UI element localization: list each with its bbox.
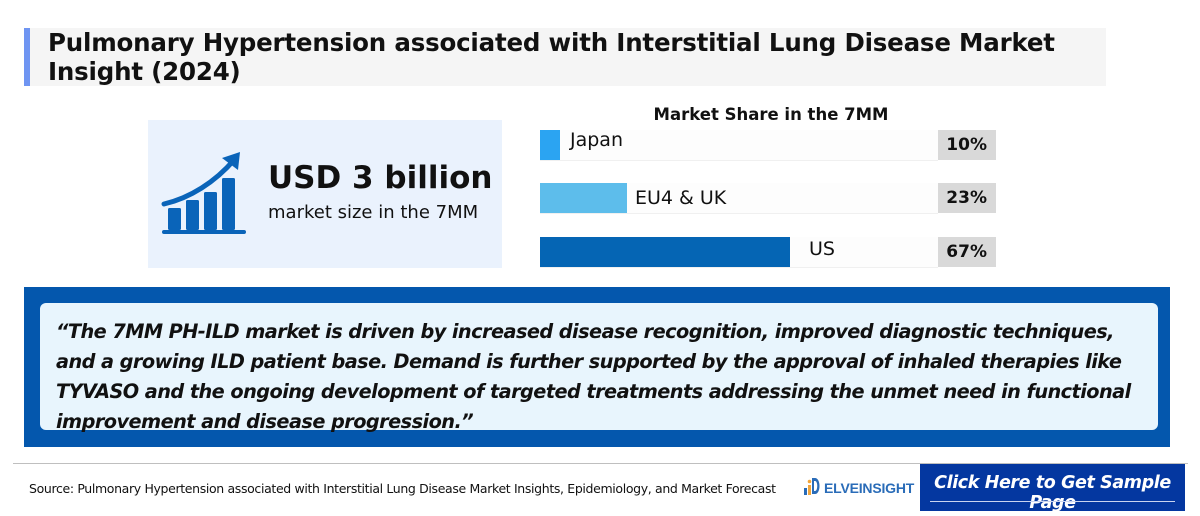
share-row-japan: Japan 10% <box>540 129 996 161</box>
logo-mark-icon <box>804 478 820 495</box>
footer-divider <box>13 463 1188 464</box>
page-title: Pulmonary Hypertension associated with I… <box>48 28 1055 86</box>
share-row-eu4-uk: EU4 & UK 23% <box>540 183 996 214</box>
share-track <box>540 130 938 161</box>
share-percent: 23% <box>938 183 996 213</box>
title-band: Pulmonary Hypertension associated with I… <box>24 28 1106 86</box>
share-bar-japan <box>540 130 560 160</box>
share-label: US <box>809 238 835 260</box>
get-sample-page-button[interactable]: Click Here to Get Sample Page <box>920 464 1185 513</box>
share-percent: 10% <box>938 130 996 160</box>
market-size-value: USD 3 billion <box>268 160 493 196</box>
share-bar-us <box>540 237 790 267</box>
market-size-label: market size in the 7MM <box>268 202 479 223</box>
share-bar-eu4-uk <box>540 183 627 213</box>
cta-label: Click Here to Get Sample Page <box>934 473 1171 513</box>
share-percent: 67% <box>938 237 996 267</box>
cta-underline <box>930 501 1175 502</box>
share-label: Japan <box>570 129 623 151</box>
logo-text: ELVEINSIGHT <box>824 480 915 496</box>
market-size-card: USD 3 billion market size in the 7MM <box>148 120 502 268</box>
quote-frame: “The 7MM PH-ILD market is driven by incr… <box>24 287 1170 447</box>
quote-box: “The 7MM PH-ILD market is driven by incr… <box>40 303 1158 433</box>
growth-chart-icon <box>161 152 246 234</box>
share-row-us: US 67% <box>540 237 996 268</box>
source-citation: Source: Pulmonary Hypertension associate… <box>29 481 776 496</box>
market-share-title: Market Share in the 7MM <box>653 105 889 124</box>
quote-text: “The 7MM PH-ILD market is driven by incr… <box>56 320 1131 433</box>
share-label: EU4 & UK <box>635 187 727 209</box>
delveinsight-logo[interactable]: ELVEINSIGHT <box>803 476 914 496</box>
